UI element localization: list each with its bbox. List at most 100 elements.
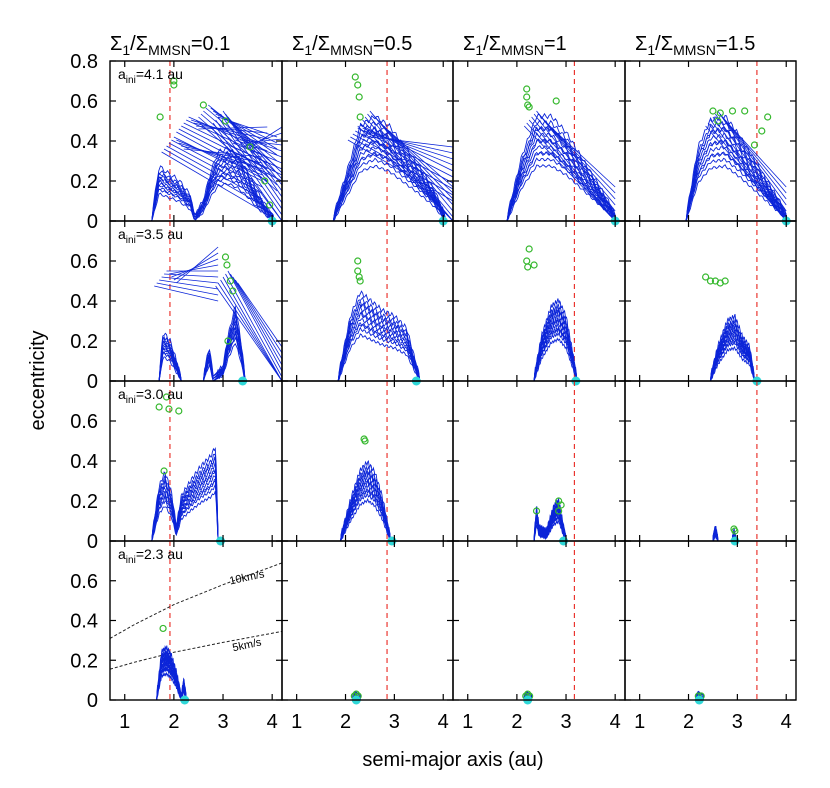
trajectory-line <box>151 453 219 541</box>
collision-point <box>750 141 759 149</box>
collision-point <box>155 403 163 411</box>
trajectory-fan-line <box>161 151 263 212</box>
trajectory-line <box>340 489 391 541</box>
column-title-2: Σ1/ΣMMSN=1 <box>463 33 567 58</box>
x-tick-label: 1 <box>634 711 645 733</box>
collision-point <box>523 85 531 93</box>
x-tick-label: 2 <box>511 711 522 733</box>
trajectory-line <box>151 478 219 541</box>
trajectory-fan-line <box>538 113 616 206</box>
trajectory-line <box>533 312 578 381</box>
column-title-3: Σ1/ΣMMSN=1.5 <box>635 33 755 58</box>
y-tick-label: 0.6 <box>70 251 98 273</box>
trajectory-fan-line <box>232 276 282 360</box>
collision-point <box>525 103 533 111</box>
collision-point <box>355 273 363 281</box>
trajectory-fan-line <box>232 142 282 164</box>
collision-point <box>714 117 722 125</box>
trajectory-fan-line <box>717 110 787 212</box>
trajectory-fan-line <box>528 119 616 221</box>
column-title-1: Σ1/ΣMMSN=0.5 <box>292 33 412 58</box>
trajectory-line <box>156 645 187 700</box>
trajectory-fan-line <box>198 126 268 130</box>
trajectory-fan-line <box>247 126 282 150</box>
collision-point <box>246 143 254 151</box>
x-tick-label: 4 <box>781 711 792 733</box>
trajectory-fan-line <box>364 130 453 160</box>
trajectory-fan-line <box>710 119 787 221</box>
panel-frame <box>624 220 797 382</box>
x-tick-label: 2 <box>168 711 179 733</box>
trajectory-line <box>533 317 578 381</box>
trajectory-line <box>340 465 391 541</box>
trajectory-line <box>340 478 391 541</box>
collision-point <box>764 113 772 121</box>
trajectory-fan-line <box>215 119 282 216</box>
panel-3-1 <box>350 541 388 700</box>
collision-point <box>229 287 237 295</box>
collision-point <box>199 101 207 109</box>
collision-point <box>525 245 533 253</box>
trajectory-fan-line <box>541 116 616 200</box>
collision-point <box>221 117 230 125</box>
trajectory-fan-line <box>707 122 787 221</box>
trajectory-line <box>337 312 421 381</box>
collision-point <box>221 253 230 261</box>
collision-point <box>741 107 749 115</box>
collision-point <box>354 257 362 265</box>
trajectory-fan-line <box>181 125 268 170</box>
trajectory-line <box>158 309 246 381</box>
trajectory-fan-line <box>230 119 282 180</box>
x-tick-label: 3 <box>217 711 228 733</box>
collision-point <box>706 277 715 285</box>
trajectory-fan-line <box>220 279 282 381</box>
collision-point <box>524 101 532 109</box>
trajectory-fan-line <box>712 116 787 221</box>
x-tick-label: 1 <box>119 711 130 733</box>
panel-frame <box>281 220 454 382</box>
trajectory-line <box>710 345 755 381</box>
collision-point <box>552 97 560 105</box>
y-tick-label: 0.4 <box>70 291 98 313</box>
trajectory-line <box>151 165 275 221</box>
trajectory-fan-line <box>227 116 282 186</box>
trajectory-line <box>332 146 447 221</box>
x-tick-label: 4 <box>438 711 449 733</box>
trajectory-fan-line <box>347 139 453 202</box>
collision-point <box>351 73 359 81</box>
trajectory-fan-line <box>234 279 282 354</box>
panel-2-3 <box>712 381 758 541</box>
trajectory-fan-line <box>217 116 282 210</box>
trajectory-fan-line <box>212 122 282 221</box>
trajectory-line <box>710 329 755 381</box>
trajectory-line <box>158 305 246 381</box>
trajectory-line <box>533 497 567 541</box>
trajectory-fan-line <box>546 122 616 188</box>
panel-0-0 <box>151 61 282 221</box>
panel-frame <box>452 540 626 701</box>
row-label-0: aini=4.1 au <box>118 66 183 86</box>
panel-0-1 <box>332 61 453 221</box>
trajectory-line <box>340 493 391 541</box>
collision-point <box>758 127 766 135</box>
trajectory-fan-line <box>705 125 787 221</box>
y-tick-label: 0.4 <box>70 611 98 633</box>
trajectory-line <box>337 303 421 381</box>
trajectory-fan-line <box>352 133 453 190</box>
y-tick-label: 0.2 <box>70 650 98 672</box>
trajectory-line <box>710 338 755 381</box>
trajectory-line <box>151 156 275 221</box>
collision-point <box>530 261 538 269</box>
trajectory-fan-line <box>176 246 219 284</box>
x-tick-label: 2 <box>340 711 351 733</box>
plot-layer <box>109 60 797 705</box>
trajectory-fan-line <box>171 258 219 278</box>
trajectory-fan-line <box>533 113 616 218</box>
collision-point <box>728 107 737 115</box>
trajectory-fan-line <box>225 273 282 378</box>
trajectory-fan-line <box>526 122 616 221</box>
trajectory-line <box>151 146 276 221</box>
trajectory-line <box>332 164 447 221</box>
x-tick-label: 3 <box>732 711 743 733</box>
trajectory-fan-line <box>220 113 282 204</box>
